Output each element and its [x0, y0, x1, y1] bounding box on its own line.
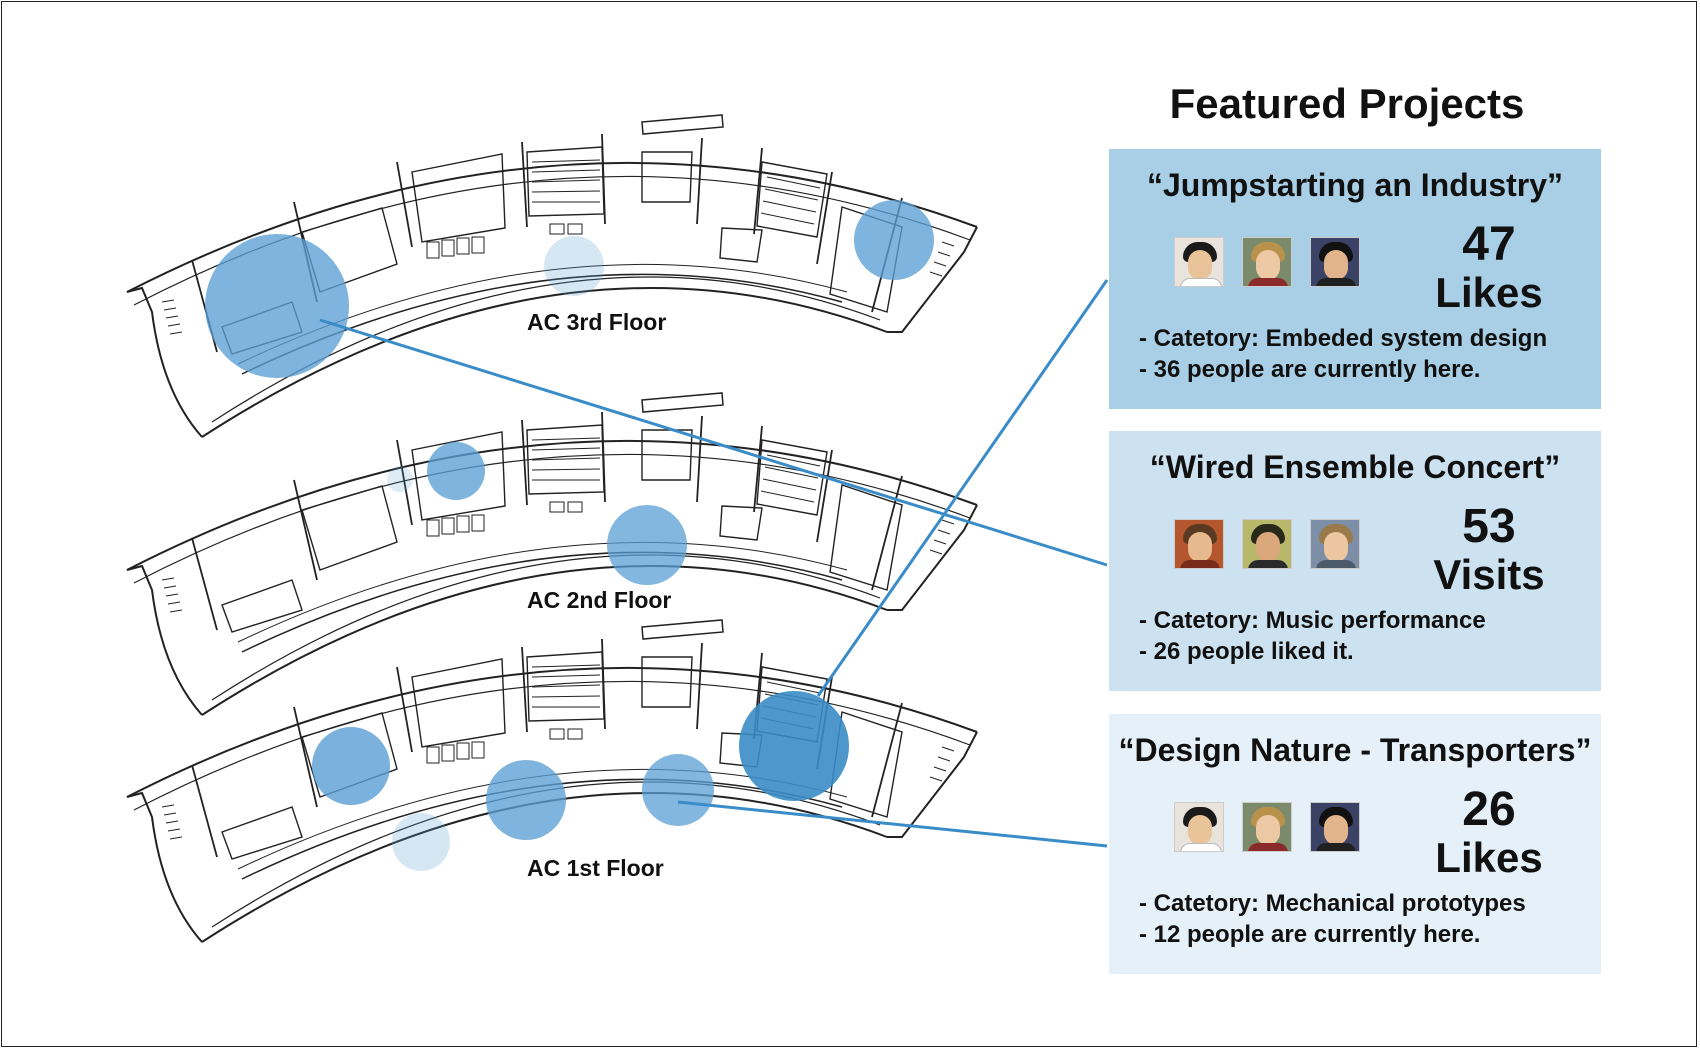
avatar[interactable] [1242, 802, 1292, 852]
connector-card-3 [677, 800, 1108, 848]
hotspot-3rd-a[interactable] [205, 234, 349, 378]
project-title: “Jumpstarting an Industry” [1146, 167, 1564, 203]
hotspot-2nd-a[interactable] [427, 442, 485, 500]
project-details: - Catetory: Music performance - 26 peopl… [1139, 605, 1486, 667]
stat-count: 26 [1462, 783, 1516, 836]
avatar[interactable] [1310, 237, 1360, 287]
contributor-avatars [1174, 519, 1360, 569]
stat-count: 47 [1462, 218, 1516, 271]
avatar[interactable] [1174, 802, 1224, 852]
project-details: - Catetory: Embeded system design - 36 p… [1139, 323, 1547, 385]
avatar[interactable] [1242, 237, 1292, 287]
project-card-1[interactable]: “Jumpstarting an Industry” 47 Likes - Ca… [1109, 149, 1601, 409]
hotspot-1st-c[interactable] [486, 760, 566, 840]
floor-label-2nd: AC 2nd Floor [527, 587, 672, 613]
project-note: - 12 people are currently here. [1139, 921, 1481, 948]
contributor-avatars [1174, 237, 1360, 287]
avatar[interactable] [1174, 519, 1224, 569]
stat-unit: Visits [1433, 551, 1545, 598]
project-card-2[interactable]: “Wired Ensemble Concert” 53 Visits - Cat… [1109, 431, 1601, 691]
stat-count: 53 [1462, 500, 1516, 553]
hotspot-2nd-c[interactable] [607, 505, 687, 585]
project-title: “Design Nature - Transporters” [1118, 732, 1592, 768]
avatar[interactable] [1310, 519, 1360, 569]
project-details: - Catetory: Mechanical prototypes - 12 p… [1139, 888, 1526, 950]
hotspot-1st-a[interactable] [312, 727, 390, 805]
hotspot-1st-d[interactable] [642, 754, 714, 826]
project-category: - Catetory: Music performance [1139, 607, 1486, 634]
floor-label-1st: AC 1st Floor [527, 855, 664, 881]
avatar[interactable] [1242, 519, 1292, 569]
project-note: - 36 people are currently here. [1139, 356, 1481, 383]
floor-label-3rd: AC 3rd Floor [527, 309, 667, 335]
hotspot-2nd-b[interactable] [387, 466, 413, 492]
avatar[interactable] [1310, 802, 1360, 852]
contributor-avatars [1174, 802, 1360, 852]
connector-card-1 [816, 279, 1109, 697]
hotspot-3rd-b[interactable] [544, 236, 604, 296]
avatar[interactable] [1174, 237, 1224, 287]
project-title: “Wired Ensemble Concert” [1149, 449, 1561, 485]
hotspot-1st-b[interactable] [392, 813, 450, 871]
stat-unit: Likes [1435, 834, 1543, 881]
panel-title: Featured Projects [1169, 80, 1525, 127]
hotspot-1st-e[interactable] [739, 691, 849, 801]
project-note: - 26 people liked it. [1139, 638, 1354, 665]
hotspot-3rd-c[interactable] [854, 200, 934, 280]
stat-unit: Likes [1435, 269, 1543, 316]
project-card-3[interactable]: “Design Nature - Transporters” 26 Likes … [1109, 714, 1601, 974]
project-category: - Catetory: Embeded system design [1139, 325, 1548, 352]
project-category: - Catetory: Mechanical prototypes [1139, 890, 1526, 917]
connector-card-2 [319, 318, 1108, 567]
